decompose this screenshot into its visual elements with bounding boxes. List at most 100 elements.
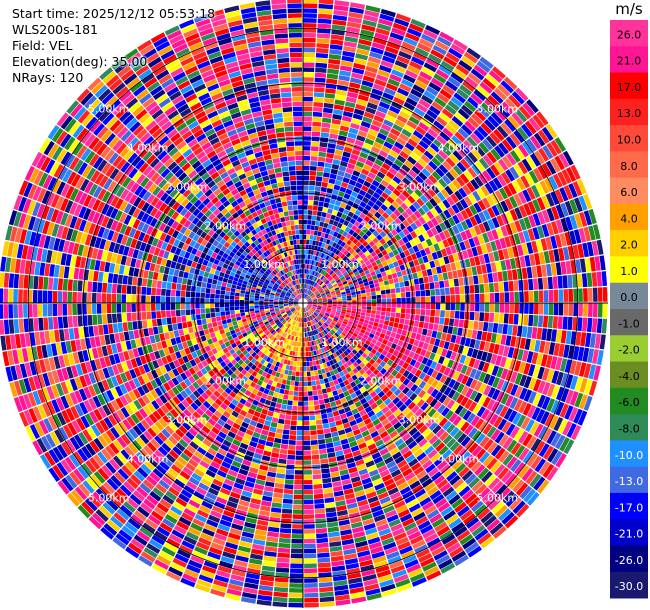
range-gate-1105 xyxy=(324,334,329,340)
range-gate-657 xyxy=(501,421,512,434)
range-gate-288 xyxy=(517,349,524,361)
range-gate-1443 xyxy=(366,491,377,499)
range-gate-2258 xyxy=(297,312,300,317)
range-gate-77 xyxy=(386,307,391,312)
range-gate-162 xyxy=(502,324,508,335)
range-gate-2040 xyxy=(274,437,282,444)
range-gate-623 xyxy=(360,337,367,343)
range-gate-405 xyxy=(486,363,495,375)
range-gate-2294 xyxy=(225,474,237,482)
range-gate-3820 xyxy=(107,273,114,283)
range-gate-49 xyxy=(548,303,554,316)
range-gate-453 xyxy=(424,350,432,359)
range-gate-693 xyxy=(394,364,402,372)
range-gate-830 xyxy=(442,420,452,431)
range-gate-3252 xyxy=(205,333,212,340)
range-gate-1741 xyxy=(312,469,321,475)
range-gate-697 xyxy=(410,375,419,384)
range-gate-958 xyxy=(448,456,460,467)
range-gate-1602 xyxy=(316,384,322,390)
range-gate-1328 xyxy=(399,513,413,523)
range-gate-877 xyxy=(386,382,395,390)
range-gate-1525 xyxy=(304,307,306,313)
range-gate-724 xyxy=(518,447,530,461)
range-gate-828 xyxy=(435,414,445,424)
range-gate-196 xyxy=(370,313,376,318)
range-gate-223 xyxy=(500,334,507,346)
range-gate-2279 xyxy=(255,406,263,413)
range-gate-3796 xyxy=(225,291,231,296)
range-gate-3614 xyxy=(219,303,225,308)
range-gate-1932 xyxy=(281,508,293,514)
range-gate-1144 xyxy=(429,490,442,501)
range-gate-2293 xyxy=(227,469,238,478)
range-gate-1117 xyxy=(356,382,364,389)
range-gate-421 xyxy=(560,388,570,403)
range-gate-1046 xyxy=(332,341,337,347)
range-gate-2155 xyxy=(270,401,277,408)
range-gate-538 xyxy=(527,405,537,418)
range-gate-3441 xyxy=(172,323,178,331)
range-gate-510 xyxy=(404,349,411,356)
range-gate-33 xyxy=(470,303,475,312)
range-gate-2016 xyxy=(298,322,300,327)
range-gate-736 xyxy=(322,317,327,322)
range-gate-2203 xyxy=(287,339,291,345)
range-gate-18 xyxy=(396,303,401,308)
range-gate-3577 xyxy=(102,314,108,325)
range-gate-727 xyxy=(530,455,542,470)
range-gate-1340 xyxy=(424,565,440,577)
range-gate-289 xyxy=(521,350,529,362)
range-gate-1274 xyxy=(426,537,441,548)
range-gate-1197 xyxy=(399,463,410,473)
range-gate-1360 xyxy=(336,388,343,395)
range-gate-2132 xyxy=(227,583,243,592)
range-gate-3871 xyxy=(157,273,164,281)
range-gate-498 xyxy=(351,325,357,330)
range-gate-1324 xyxy=(391,495,404,505)
range-gate-83 xyxy=(415,308,421,315)
range-gate-3569 xyxy=(141,311,147,320)
range-gate-1842 xyxy=(299,366,303,372)
range-gate-1642 xyxy=(348,577,363,585)
range-gate-1038 xyxy=(308,310,312,315)
range-gate-2173 xyxy=(243,485,254,493)
range-gate-667 xyxy=(542,445,554,460)
range-gate-1327 xyxy=(397,509,410,518)
range-gate-1329 xyxy=(401,517,415,527)
range-gate-933 xyxy=(365,369,373,376)
range-gate-1785 xyxy=(303,386,308,392)
range-gate-105 xyxy=(523,314,529,326)
range-gate-671 xyxy=(306,305,311,309)
range-gate-2024 xyxy=(290,360,294,366)
range-gate-97 xyxy=(484,312,490,322)
range-gate-2096 xyxy=(273,412,280,419)
range-gate-1296 xyxy=(335,373,341,379)
range-gate-3693 xyxy=(131,294,136,303)
range-gate-309 xyxy=(326,309,332,312)
range-gate-763 xyxy=(425,395,434,405)
range-gate-3502 xyxy=(171,316,177,324)
range-gate-1765 xyxy=(319,586,334,593)
range-gate-385 xyxy=(394,333,401,340)
range-gate-1209 xyxy=(429,513,443,524)
range-gate-2041 xyxy=(273,442,281,449)
range-gate-3878 xyxy=(123,266,130,276)
range-gate-1265 xyxy=(406,498,419,509)
range-gate-821 xyxy=(409,392,418,401)
range-gate-1694 xyxy=(328,536,341,543)
range-gate-1359 xyxy=(335,383,341,390)
range-gate-2058 xyxy=(255,524,268,531)
range-gate-3447 xyxy=(143,328,150,337)
range-gate-1100 xyxy=(311,314,315,320)
range-gate-1717 xyxy=(305,351,309,357)
range-gate-1071 xyxy=(404,436,415,446)
range-gate-198 xyxy=(380,315,386,320)
range-gate-1637 xyxy=(344,553,358,560)
range-gate-1285 xyxy=(313,324,317,330)
range-gate-901 xyxy=(470,461,482,473)
range-gate-1018 xyxy=(436,460,448,471)
range-gate-300 xyxy=(574,361,582,376)
range-gate-840 xyxy=(479,451,490,464)
range-gate-3873 xyxy=(148,271,154,280)
